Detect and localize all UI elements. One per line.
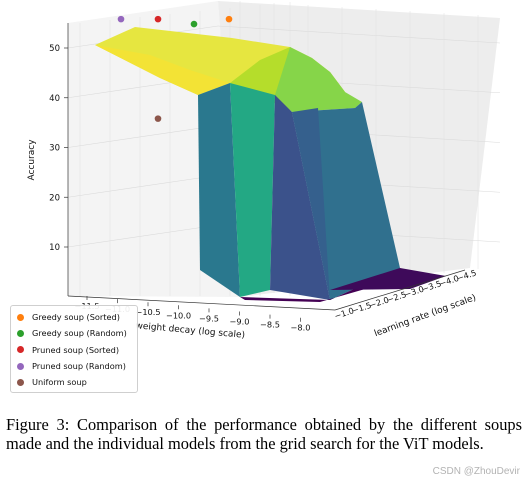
legend: Greedy soup (Sorted) Greedy soup (Random)… — [10, 305, 138, 393]
legend-marker-icon — [17, 362, 24, 370]
watermark: CSDN @ZhouDevir — [432, 466, 520, 477]
axes — [67, 23, 466, 311]
soup-point — [154, 115, 162, 122]
soup-point — [117, 15, 125, 23]
x-tick-label: −9.0 — [230, 317, 250, 327]
soup-point — [225, 15, 233, 23]
legend-marker-icon — [17, 313, 24, 321]
legend-item: Pruned soup (Sorted) — [17, 342, 131, 358]
z-tick-label: 50 — [49, 44, 60, 54]
surface-wall-center — [230, 83, 275, 297]
x-tick-label: −9.5 — [199, 313, 219, 323]
legend-item: Greedy soup (Sorted) — [17, 309, 131, 325]
z-axis-label: Accuracy — [27, 139, 37, 181]
y-tick-label: −4.5 — [456, 268, 478, 284]
legend-item: Greedy soup (Random) — [17, 325, 131, 341]
z-tick-label: 10 — [49, 243, 60, 253]
legend-item: Uniform soup — [17, 374, 131, 390]
soup-points — [117, 15, 233, 122]
x-tick-label: −8.0 — [291, 323, 311, 333]
z-gridline-right — [217, 25, 501, 44]
surface-wall-left — [198, 83, 240, 297]
surface-green-wall-top — [275, 47, 362, 112]
x-tick-label: −10.0 — [166, 310, 191, 320]
figure-caption: Figure 3: Comparison of the performance … — [6, 415, 522, 453]
z-tick-label: 20 — [49, 193, 60, 203]
legend-label: Greedy soup (Random) — [32, 328, 127, 339]
legend-label: Pruned soup (Random) — [32, 361, 126, 372]
surface-wall-mid — [270, 95, 330, 300]
surface-top-plateau-left — [95, 45, 230, 95]
surface-wall-right-face — [292, 108, 330, 300]
z-axis-ticks: 10 20 30 40 50 — [49, 44, 68, 253]
z-tick-label: 40 — [49, 94, 60, 104]
legend-marker-icon — [17, 346, 24, 354]
legend-item: Pruned soup (Random) — [17, 358, 131, 374]
x-tick-label: −8.5 — [260, 320, 280, 330]
legend-label: Greedy soup (Sorted) — [32, 312, 120, 323]
z-gridline-left — [67, 174, 219, 198]
legend-marker-icon — [17, 378, 24, 386]
z-gridline-left — [67, 125, 219, 148]
z-tick-label: 30 — [49, 144, 60, 154]
legend-label: Pruned soup (Sorted) — [32, 344, 120, 355]
soup-point — [190, 20, 198, 28]
legend-label: Uniform soup — [32, 377, 87, 388]
legend-marker-icon — [17, 329, 24, 337]
soup-point — [154, 15, 162, 23]
z-gridline-left — [67, 224, 219, 248]
accuracy-surface — [95, 27, 446, 302]
x-tick-label: −10.5 — [135, 307, 160, 317]
